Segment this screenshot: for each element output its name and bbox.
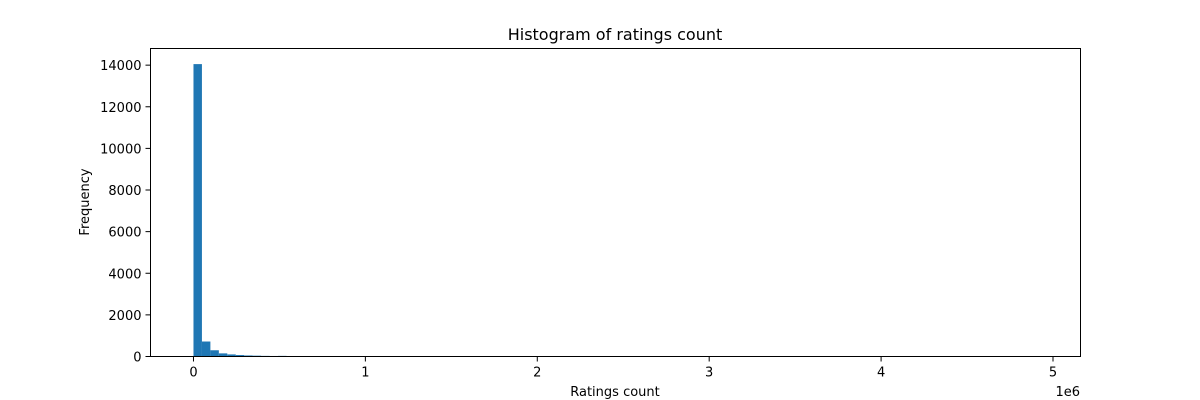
histogram-bar <box>201 341 211 357</box>
y-axis-label: Frequency <box>78 168 93 235</box>
y-tick-label: 8000 <box>108 184 141 199</box>
x-axis-ticks: 0 1 2 3 4 5 <box>189 356 1057 381</box>
y-tick-label: 12000 <box>100 101 141 116</box>
y-axis-ticks: 0 2000 4000 6000 8000 10000 12000 14000 <box>100 59 151 366</box>
histogram-bar <box>227 354 236 357</box>
x-axis-label: Ratings count <box>570 385 660 400</box>
y-tick-label: 0 <box>133 351 141 366</box>
histogram-bar <box>193 64 202 357</box>
x-tick-label: 3 <box>705 366 713 381</box>
x-tick-label: 5 <box>1049 366 1057 381</box>
x-tick-label: 1 <box>361 366 369 381</box>
y-tick-label: 14000 <box>100 59 141 74</box>
y-tick-label: 2000 <box>108 309 141 324</box>
x-tick-label: 0 <box>189 366 197 381</box>
x-tick-label: 2 <box>533 366 541 381</box>
histogram-bar <box>235 355 245 357</box>
histogram-bar <box>244 355 253 357</box>
y-tick-label: 6000 <box>108 226 141 241</box>
histogram-bar <box>210 350 219 357</box>
x-offset-text: 1e6 <box>1055 385 1080 400</box>
histogram-bar <box>218 353 228 357</box>
plot-frame <box>150 48 1081 357</box>
y-tick-label: 4000 <box>108 267 141 282</box>
x-tick-label: 4 <box>877 366 885 381</box>
bars-group <box>193 64 312 357</box>
chart-title: Histogram of ratings count <box>508 25 723 44</box>
y-tick-label: 10000 <box>100 142 141 157</box>
